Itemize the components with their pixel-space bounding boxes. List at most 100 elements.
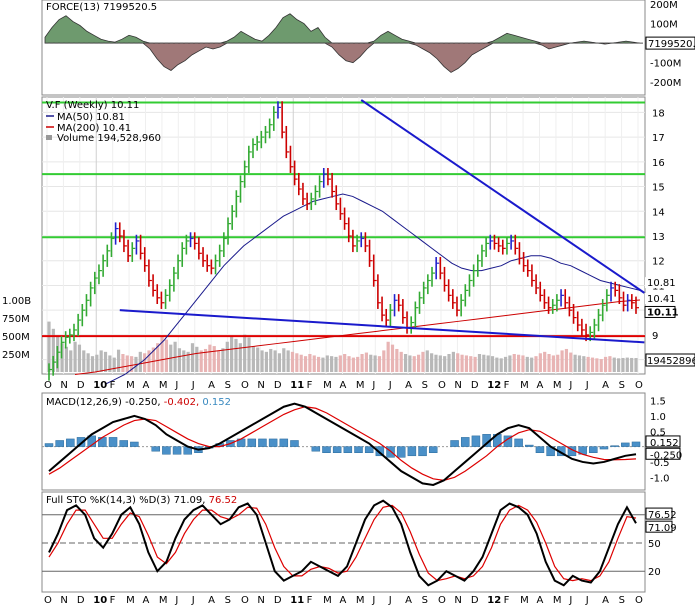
sto-k-line: [48, 499, 637, 587]
price-xtick: M: [159, 380, 168, 391]
price-xtick: F: [110, 380, 116, 391]
volume-bar: [543, 351, 547, 372]
volume-bar: [521, 355, 525, 372]
macd-histogram-bar: [322, 446, 331, 453]
volume-bar: [82, 350, 86, 372]
volume-bar: [90, 356, 95, 372]
price-ytick: 12: [652, 257, 665, 268]
volume-bar: [590, 357, 595, 372]
ma200-legend-label: MA(200) 10.41: [57, 123, 131, 134]
sto-xtick: J: [388, 595, 392, 606]
volume-bar: [343, 354, 347, 372]
volume-bar: [234, 338, 238, 372]
macd-ytick: 1.0: [650, 412, 666, 423]
macd-histogram-bar: [311, 446, 321, 452]
macd-histogram-bar: [108, 437, 118, 447]
volume-bar: [290, 351, 295, 372]
sto-xtick: M: [356, 595, 365, 606]
macd-histogram-bar: [87, 435, 96, 447]
volume-bar: [512, 354, 516, 372]
macd-histogram-bar: [354, 446, 363, 453]
sto-xtick: M: [520, 595, 529, 606]
volume-bar: [221, 348, 225, 372]
price-xtick: F: [504, 380, 510, 391]
price-xtick: D: [471, 380, 479, 391]
price-value-label: 10.11: [647, 307, 679, 318]
volume-bar: [95, 354, 99, 372]
price-xtick: M: [553, 380, 562, 391]
volume-bar: [503, 356, 508, 372]
sto-xtick: 12: [487, 595, 501, 606]
volume-bar: [430, 353, 434, 372]
volume-bar: [112, 357, 116, 372]
price-xtick: O: [635, 380, 643, 391]
price-xtick: O: [44, 380, 52, 391]
volume-bar: [473, 356, 477, 372]
volume-bar: [538, 353, 542, 372]
volume-bar: [351, 357, 355, 372]
ma50-line: [104, 193, 641, 385]
volume-bar: [195, 346, 199, 372]
price-xtick: 10: [93, 380, 107, 391]
volume-bar: [412, 356, 416, 372]
price-xtick: N: [257, 380, 264, 391]
volume-bar: [325, 355, 329, 372]
volume-bar: [377, 356, 382, 372]
sto-xtick: A: [340, 595, 347, 606]
macd-histogram-bar: [396, 446, 406, 458]
volume-bar: [247, 337, 251, 372]
volume-bar: [434, 354, 438, 372]
volume-bar: [556, 354, 560, 372]
volume-bar: [103, 351, 108, 372]
volume-last-value-box: [645, 353, 695, 367]
sto-xtick: A: [208, 595, 215, 606]
volume-bar: [416, 354, 421, 372]
macd-histogram-bar: [76, 437, 86, 447]
sto-xtick: D: [471, 595, 479, 606]
sto-xtick: S: [225, 595, 231, 606]
volume-bar: [425, 350, 429, 372]
volume-bar: [408, 355, 412, 372]
macd-histogram-bar: [55, 440, 64, 447]
volume-bar: [456, 353, 460, 372]
volume-bar: [525, 356, 529, 372]
force-ytick: 100M: [650, 20, 678, 31]
volume-bar: [243, 334, 247, 372]
volume-bar: [295, 353, 299, 372]
volume-bar: [273, 350, 277, 372]
price-ytick: 15: [652, 183, 665, 194]
macd-histogram-bar: [44, 443, 54, 447]
price-xtick: J: [388, 380, 392, 391]
volume-bar: [373, 355, 377, 372]
volume-bar: [612, 357, 616, 372]
price-xtick: J: [191, 380, 195, 391]
macd-histogram-bar: [151, 446, 160, 452]
price-legend: V.F (Weekly) 10.11 MA(50) 10.81 MA(200) …: [46, 100, 161, 144]
volume-ytick: 250M: [2, 350, 30, 361]
volume-bar: [547, 354, 551, 372]
volume-bar: [490, 356, 495, 372]
macd-histogram-bar: [621, 442, 630, 447]
sto-value-box: [645, 520, 673, 533]
volume-bar: [308, 354, 312, 372]
price-xtick: A: [208, 380, 215, 391]
volume-bar: [225, 341, 229, 372]
macd-histogram-bar: [268, 438, 278, 447]
volume-bar: [399, 351, 403, 372]
volume-bar: [560, 350, 564, 372]
volume-bar: [264, 351, 269, 372]
price-value-box: [645, 293, 675, 305]
volume-bar: [564, 348, 569, 372]
macd-histogram-bar: [247, 438, 257, 447]
volume-bar: [634, 358, 638, 372]
volume-bar: [316, 356, 321, 372]
price-value-label: 10.81: [647, 278, 676, 289]
price-xtick: D: [77, 380, 85, 391]
volume-bar: [603, 356, 608, 372]
macd-histogram-bar: [407, 446, 417, 457]
price-xtick: N: [454, 380, 461, 391]
sto-ytick: 20: [648, 567, 661, 578]
sto-xtick: 11: [290, 595, 304, 606]
